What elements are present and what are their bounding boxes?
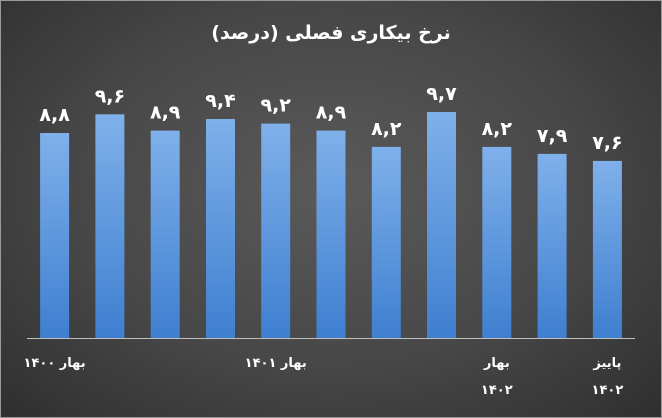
bars-group	[40, 112, 622, 338]
bar	[482, 146, 512, 338]
x-tick-label: ۱۴۰۲	[592, 383, 624, 398]
bar	[592, 160, 622, 338]
bar	[371, 146, 401, 338]
x-tick-label: ۱۴۰۲	[481, 383, 513, 398]
bar-value-label: ۹,۷	[426, 83, 457, 105]
bar-value-label: ۷,۹	[537, 125, 568, 147]
chart-title: نرخ بیکاری فصلی (درصد)	[211, 22, 450, 44]
bar-value-label: ۸,۹	[150, 102, 181, 124]
bar-value-label: ۸,۸	[39, 104, 70, 126]
bar	[40, 133, 70, 338]
bar	[537, 153, 567, 338]
bar	[95, 114, 125, 338]
bar-value-label: ۸,۲	[482, 118, 513, 140]
bar-value-label: ۸,۹	[316, 102, 347, 124]
x-tick-label: بهار	[483, 356, 510, 371]
bar-value-label: ۷,۶	[592, 132, 622, 154]
x-tick-label: بهار ۱۴۰۰	[24, 356, 86, 371]
bar	[206, 119, 235, 338]
bar-value-label: ۹,۶	[95, 85, 125, 107]
bar-value-label: ۹,۲	[260, 95, 291, 117]
bar	[150, 130, 180, 338]
bar	[261, 123, 291, 338]
bar	[427, 112, 456, 338]
bar	[316, 130, 346, 338]
bar-value-label: ۸,۲	[371, 118, 402, 140]
x-tick-label: پاییز	[592, 356, 621, 371]
bar-value-label: ۹,۴	[205, 90, 235, 112]
value-labels-group: ۸,۸ ۹,۶ ۸,۹ ۹,۴ ۹,۲ ۸,۹ ۸,۲ ۹,۷ ۸,۲ ۷,۹ ۷,۶	[39, 83, 622, 154]
x-tick-label: بهار ۱۴۰۱	[245, 356, 307, 371]
x-tick-labels-group: بهار ۱۴۰۰ بهار ۱۴۰۱ بهار ۱۴۰۲ پاییز ۱۴۰۲	[24, 356, 624, 398]
